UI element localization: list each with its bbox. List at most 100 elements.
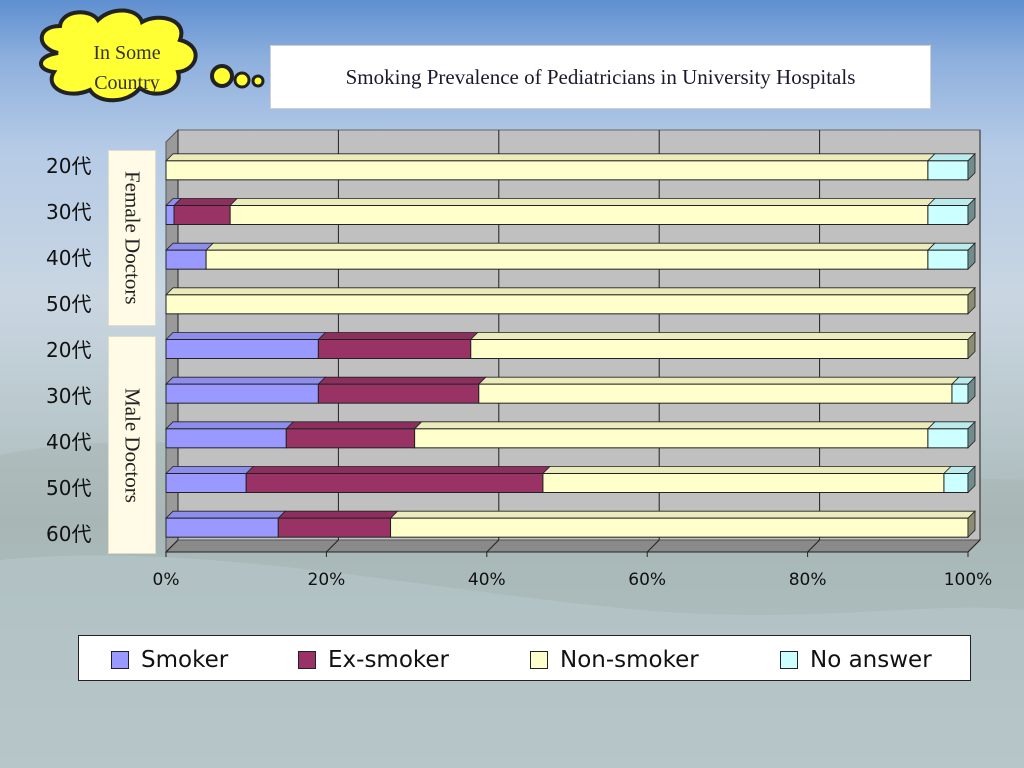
bar-segment: [943, 473, 969, 493]
callout-line-1: In Some: [93, 42, 161, 64]
x-tick-label: 80%: [789, 570, 827, 590]
thought-cloud-callout: In Some Country: [28, 8, 268, 108]
callout-text: In Some Country: [84, 38, 170, 98]
bar-segment: [165, 339, 319, 359]
bar-segment: [165, 428, 287, 449]
category-label: 50代: [46, 292, 92, 316]
bar-segment-top: [389, 510, 976, 519]
bar-segment: [165, 249, 207, 270]
category-label: 20代: [46, 338, 92, 362]
bar-segment: [414, 428, 929, 449]
bar-segment-top: [245, 466, 551, 474]
x-tick-label: 40%: [468, 570, 506, 590]
legend-swatch: [298, 651, 316, 669]
gridline-floor: [486, 539, 500, 553]
legend-swatch: [780, 651, 798, 669]
bar-segment-top: [165, 466, 255, 474]
bar-segment-top: [926, 242, 976, 251]
bar-end-face: [967, 331, 976, 360]
bar-segment-top: [165, 153, 936, 162]
bar-segment-top: [165, 421, 295, 430]
bar-segment: [927, 205, 969, 225]
bar-segment: [165, 294, 969, 315]
bar-segment: [542, 473, 945, 493]
category-label: 20代: [46, 154, 92, 178]
bar-segment-top: [277, 510, 399, 519]
bar-segment-top: [165, 376, 327, 385]
bar-segment: [927, 249, 969, 270]
legend-item-smoker: Smoker: [111, 647, 228, 673]
legend-item-no-answer: No answer: [780, 647, 932, 673]
bar-segment: [165, 205, 175, 225]
gridline-floor: [326, 539, 339, 553]
bar-segment: [245, 473, 544, 493]
bar-segment: [470, 339, 969, 359]
bar-segment-top: [229, 198, 936, 206]
bar-segment: [165, 383, 319, 404]
legend-label: Ex-smoker: [328, 647, 450, 673]
bar-segment-top: [165, 332, 327, 340]
thought-cloud-icon: [39, 8, 265, 103]
bar-segment-top: [469, 332, 976, 340]
bar-segment: [478, 383, 953, 404]
bar-segment: [951, 383, 969, 404]
gridline-floor: [646, 539, 660, 553]
bar-segment: [277, 517, 392, 538]
bar-segment-top: [317, 376, 487, 385]
bar-segment-top: [541, 466, 952, 474]
category-label: 40代: [46, 430, 92, 454]
chart-title: Smoking Prevalence of Pediatricians in U…: [345, 64, 856, 89]
bar-segment-top: [926, 153, 976, 162]
bar-segment: [173, 205, 231, 225]
bar-segment: [317, 383, 480, 404]
bar-segment-top: [285, 421, 423, 430]
category-label: 60代: [46, 522, 92, 546]
chart-legend: Smoker Ex-smoker Non-smoker No answer: [78, 635, 971, 681]
category-label: 50代: [46, 476, 92, 500]
bar-segment: [229, 205, 929, 225]
bar-end-face: [967, 286, 976, 315]
plot-floor: [164, 539, 982, 553]
bar-segment-top: [165, 242, 215, 251]
bar-segment: [165, 517, 279, 538]
bar-segment: [927, 428, 969, 449]
x-tick-label: 20%: [308, 570, 346, 590]
bar-end-face: [967, 152, 976, 181]
bar-segment-top: [165, 287, 976, 296]
bar-segment: [927, 160, 969, 181]
bar-segment: [165, 473, 247, 493]
x-tick-label: 100%: [944, 570, 993, 590]
female-group-box: Female Doctors: [108, 150, 156, 326]
gridline-floor: [807, 539, 820, 553]
category-label: 30代: [46, 200, 92, 224]
bar-end-face: [967, 420, 976, 449]
chart-title-box: Smoking Prevalence of Pediatricians in U…: [270, 45, 931, 109]
female-group-label: Female Doctors: [120, 171, 145, 305]
male-group-box: Male Doctors: [108, 336, 156, 554]
legend-label: Non-smoker: [560, 647, 699, 673]
male-group-label: Male Doctors: [120, 387, 145, 503]
bar-end-face: [967, 465, 976, 494]
x-tick-label: 60%: [628, 570, 666, 590]
bar-segment-top: [477, 376, 960, 385]
bar-end-face: [967, 510, 976, 539]
bar-end-face: [967, 242, 976, 271]
legend-swatch: [111, 651, 129, 669]
gridline-floor: [165, 539, 179, 553]
bar-segment-top: [173, 198, 239, 206]
bar-end-face: [967, 197, 976, 226]
bar-segment-top: [413, 421, 936, 430]
callout-line-2: Country: [94, 72, 160, 94]
legend-label: No answer: [810, 647, 932, 673]
bar-end-face: [967, 376, 976, 405]
bar-segment-top: [317, 332, 479, 340]
bar-segment-top: [165, 510, 287, 519]
bar-segment: [390, 517, 969, 538]
legend-item-non-smoker: Non-smoker: [530, 647, 699, 673]
bar-segment: [165, 160, 929, 181]
legend-swatch: [530, 651, 548, 669]
bar-segment-top: [205, 242, 936, 251]
legend-item-ex-smoker: Ex-smoker: [298, 647, 449, 673]
bar-segment: [317, 339, 472, 359]
